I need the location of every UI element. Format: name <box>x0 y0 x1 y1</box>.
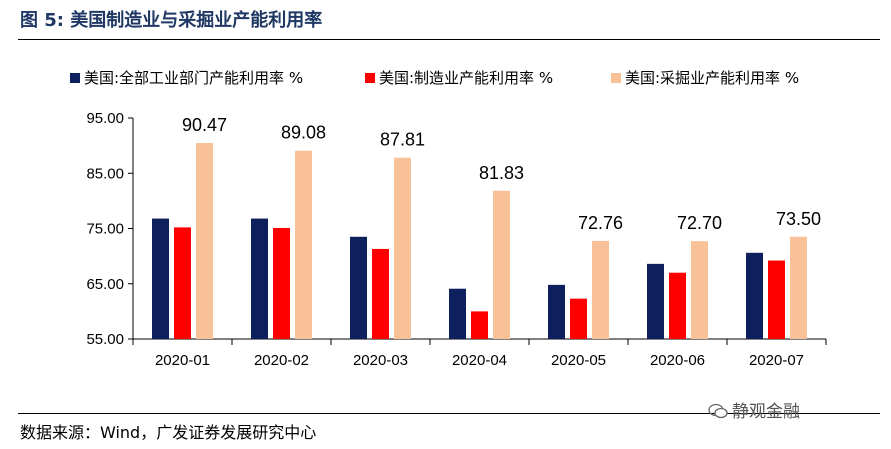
wechat-icon <box>708 403 728 419</box>
bar <box>372 248 389 339</box>
bar <box>350 236 367 339</box>
bars <box>152 143 807 339</box>
bar <box>273 227 290 339</box>
bar <box>691 241 708 339</box>
bar <box>647 263 664 339</box>
data-label: 73.50 <box>776 209 821 229</box>
bar <box>669 272 686 339</box>
x-tick-label: 2020-01 <box>155 352 210 369</box>
bar <box>768 260 785 339</box>
y-tick-label: 85.00 <box>86 165 124 182</box>
x-tick-label: 2020-02 <box>254 352 309 369</box>
bar <box>152 218 169 339</box>
y-tick-label: 75.00 <box>86 221 124 238</box>
bar <box>493 190 510 339</box>
bar <box>592 240 609 339</box>
x-tick-label: 2020-07 <box>749 352 804 369</box>
figure-title: 图 5: 美国制造业与采掘业产能利用率 <box>20 10 323 31</box>
bar <box>449 288 466 339</box>
bar <box>196 143 213 339</box>
legend-swatch <box>70 73 80 83</box>
bar <box>394 157 411 339</box>
bar <box>295 150 312 339</box>
legend-swatch <box>365 73 375 83</box>
bar <box>174 227 191 339</box>
legend-label: 美国:全部工业部门产能利用率 % <box>84 69 303 87</box>
data-label: 72.76 <box>578 213 623 233</box>
bottom-rule <box>18 413 880 414</box>
data-label: 90.47 <box>182 115 227 135</box>
bar <box>471 311 488 339</box>
source-note: 数据来源：Wind，广发证券发展研究中心 <box>20 423 317 442</box>
bar <box>746 252 763 339</box>
bar <box>790 236 807 339</box>
data-label: 87.81 <box>380 130 425 150</box>
legend: 美国:全部工业部门产能利用率 % 美国:制造业产能利用率 % 美国:采掘业产能利用率… <box>70 69 799 87</box>
legend-label: 美国:采掘业产能利用率 % <box>625 69 799 87</box>
x-tick-label: 2020-04 <box>452 352 507 369</box>
y-axis: 55.00 65.00 75.00 85.00 95.00 <box>86 110 134 348</box>
x-tick-label: 2020-06 <box>650 352 705 369</box>
y-tick-label: 95.00 <box>86 110 124 127</box>
data-label: 81.83 <box>479 163 524 183</box>
x-axis: 2020-01 2020-02 2020-03 2020-04 2020-05 2020-… <box>132 338 827 369</box>
legend-label: 美国:制造业产能利用率 % <box>379 69 553 87</box>
bar <box>251 218 268 339</box>
data-label: 72.70 <box>677 213 722 233</box>
data-labels: 90.47 89.08 87.81 81.83 72.76 72.70 73.50 <box>182 115 821 233</box>
y-tick-label: 65.00 <box>86 276 124 293</box>
y-tick-label: 55.00 <box>86 331 124 348</box>
bar <box>548 284 565 339</box>
watermark-text: 静观金融 <box>732 402 800 422</box>
bar <box>570 298 587 339</box>
x-tick-label: 2020-05 <box>551 352 606 369</box>
top-rule <box>18 39 880 40</box>
data-label: 89.08 <box>281 123 326 143</box>
watermark: 静观金融 <box>708 397 800 422</box>
legend-swatch <box>611 73 621 83</box>
x-tick-label: 2020-03 <box>353 352 408 369</box>
